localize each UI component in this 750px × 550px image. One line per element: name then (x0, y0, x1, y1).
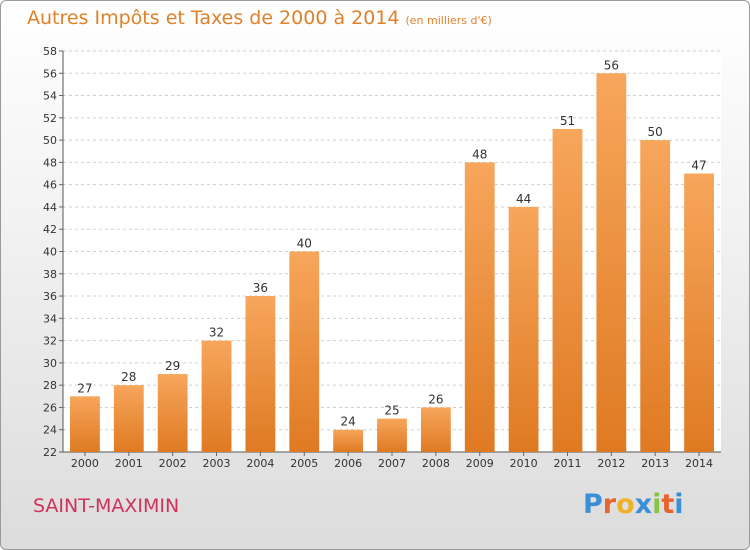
y-tick-label: 46 (43, 179, 57, 192)
y-tick-label: 32 (43, 335, 57, 348)
logo-letter: i (674, 489, 684, 520)
data-label: 40 (297, 237, 312, 251)
bar (464, 162, 495, 452)
data-label: 48 (472, 147, 487, 161)
data-label: 56 (604, 58, 619, 72)
y-tick-label: 24 (43, 424, 57, 437)
data-label: 29 (165, 359, 180, 373)
x-tick-label: 2001 (115, 457, 143, 470)
x-tick-label: 2003 (203, 457, 231, 470)
logo-letter: i (652, 489, 662, 520)
y-tick-label: 30 (43, 357, 57, 370)
chart-title: Autres Impôts et Taxes de 2000 à 2014 (en… (27, 7, 492, 29)
x-tick-label: 2006 (334, 457, 362, 470)
bar (201, 340, 232, 452)
y-tick-label: 44 (43, 201, 57, 214)
chart-subtitle: (en milliers d'€) (405, 14, 492, 27)
y-tick-label: 38 (43, 268, 57, 281)
data-label: 26 (428, 392, 443, 406)
y-tick-label: 26 (43, 401, 57, 414)
y-tick-label: 48 (43, 156, 57, 169)
x-tick-label: 2011 (553, 457, 581, 470)
x-tick-label: 2007 (378, 457, 406, 470)
logo-letter: P (583, 489, 603, 520)
y-tick-label: 22 (43, 446, 57, 459)
place-name: SAINT-MAXIMIN (33, 495, 180, 517)
data-label: 50 (648, 125, 663, 139)
logo-letter: o (616, 489, 635, 520)
x-tick-label: 2005 (290, 457, 318, 470)
x-tick-label: 2004 (246, 457, 274, 470)
x-tick-label: 2010 (510, 457, 538, 470)
bar (684, 173, 714, 452)
data-label: 25 (384, 404, 399, 418)
y-tick-label: 42 (43, 223, 57, 236)
data-label: 44 (516, 192, 531, 206)
bar (552, 128, 583, 452)
logo-letter: t (661, 489, 675, 520)
y-tick-label: 52 (43, 112, 57, 125)
y-tick-label: 58 (43, 45, 57, 58)
bar (245, 296, 276, 452)
proxiti-logo[interactable]: Proxiti (583, 489, 684, 520)
logo-letter: x (634, 489, 653, 520)
bar (596, 73, 627, 453)
bar (640, 140, 671, 452)
x-tick-label: 2008 (422, 457, 450, 470)
y-tick-label: 28 (43, 379, 57, 392)
x-tick-label: 2014 (685, 457, 713, 470)
y-tick-label: 50 (43, 134, 57, 147)
logo-letter: r (602, 489, 617, 520)
bar (377, 418, 407, 452)
y-tick-label: 54 (43, 90, 57, 103)
bar (157, 374, 188, 452)
x-tick-label: 2009 (466, 457, 494, 470)
y-tick-label: 34 (43, 312, 57, 325)
bar (70, 396, 100, 452)
bar (420, 407, 451, 452)
data-label: 51 (560, 114, 575, 128)
y-tick-label: 40 (43, 246, 57, 259)
data-label: 47 (691, 159, 706, 173)
data-label: 27 (77, 381, 92, 395)
x-tick-label: 2000 (71, 457, 99, 470)
bar (333, 429, 364, 452)
data-label: 32 (209, 326, 224, 340)
bar (508, 206, 539, 452)
x-tick-label: 2002 (159, 457, 187, 470)
bar (113, 385, 144, 452)
x-tick-label: 2012 (597, 457, 625, 470)
bar (289, 251, 320, 452)
data-label: 24 (340, 415, 355, 429)
data-label: 36 (253, 281, 268, 295)
x-tick-label: 2013 (641, 457, 669, 470)
y-tick-label: 56 (43, 67, 57, 80)
y-tick-label: 36 (43, 290, 57, 303)
data-label: 28 (121, 370, 136, 384)
